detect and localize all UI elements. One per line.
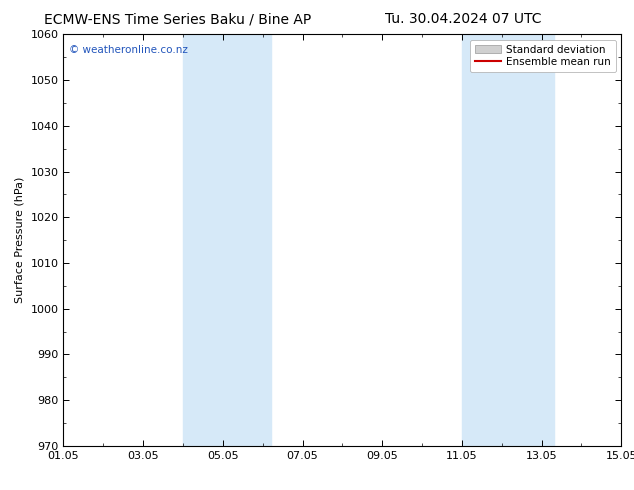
Legend: Standard deviation, Ensemble mean run: Standard deviation, Ensemble mean run — [470, 40, 616, 72]
Bar — [462, 34, 553, 446]
Y-axis label: Surface Pressure (hPa): Surface Pressure (hPa) — [15, 177, 25, 303]
Text: ECMW-ENS Time Series Baku / Bine AP: ECMW-ENS Time Series Baku / Bine AP — [44, 12, 311, 26]
Text: © weatheronline.co.nz: © weatheronline.co.nz — [69, 45, 188, 54]
Text: Tu. 30.04.2024 07 UTC: Tu. 30.04.2024 07 UTC — [385, 12, 541, 26]
Bar — [183, 34, 271, 446]
